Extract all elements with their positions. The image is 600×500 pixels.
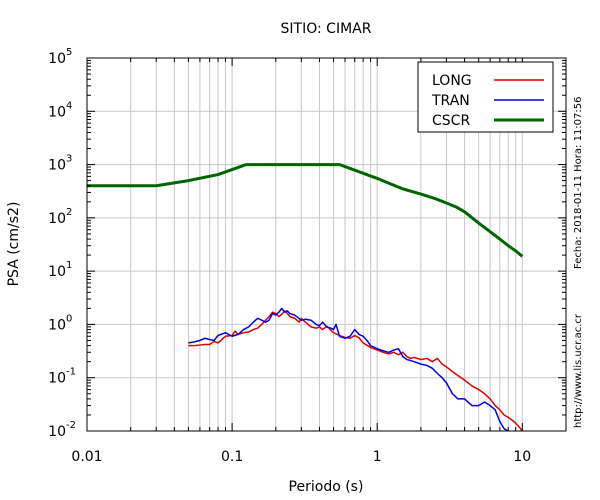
series-line-cscr [87,163,524,258]
y-tick-label: 10 [48,264,66,280]
x-tick-label: 0.01 [71,449,102,465]
y-tick-label: 10 [48,211,66,227]
chart-title: SITIO: CIMAR [281,21,372,37]
grid-lines [87,58,566,431]
y-tick-label: 10 [48,424,66,440]
y-tick-exponent: 0 [66,313,72,324]
y-tick-label: 10 [48,158,66,174]
date-time-stamp: Fecha: 2018-01-11 Hora: 11:07:56 [573,97,584,270]
y-tick-exponent: -2 [66,420,76,431]
y-tick-label: 10 [48,51,66,67]
x-tick-label: 1 [373,449,382,465]
legend-label-long: LONG [432,73,472,89]
legend: LONG TRAN CSCR [417,61,554,133]
x-tick-label: 10 [513,449,531,465]
series-line-tran [188,307,509,431]
y-tick-exponent: 3 [66,154,72,165]
y-tick-label: 10 [48,104,66,120]
y-tick-exponent: 5 [66,47,72,58]
legend-label-tran: TRAN [431,93,470,109]
y-axis-label: PSA (cm/s2) [6,202,22,287]
y-tick-exponent: 1 [66,260,72,271]
y-tick-exponent: -1 [66,367,76,378]
y-tick-exponent: 4 [66,100,72,111]
legend-label-cscr: CSCR [432,113,470,129]
x-axis-label: Periodo (s) [289,479,364,495]
y-tick-exponent: 2 [66,207,72,218]
y-tick-label: 10 [48,317,66,333]
x-tick-label: 0.1 [221,449,243,465]
series-layer [87,163,524,431]
plot-frame [86,57,567,432]
y-tick-label: 10 [48,371,66,387]
source-url: http://www.lis.ucr.ac.cr [573,313,584,428]
